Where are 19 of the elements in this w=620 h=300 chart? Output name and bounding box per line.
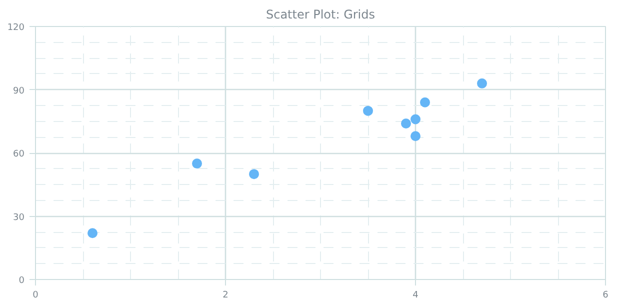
x-tick-label: 6 (602, 290, 609, 300)
x-tick-label: 0 (32, 290, 39, 300)
point (410, 131, 420, 142)
point (363, 106, 373, 116)
x-tick-label: 2 (222, 290, 228, 300)
point (401, 118, 411, 128)
point (410, 114, 420, 124)
chart-title: Scatter Plot: Grids (266, 8, 376, 22)
point (249, 169, 259, 180)
point (420, 97, 430, 108)
y-tick-label: 0 (18, 276, 25, 286)
point (477, 78, 487, 88)
x-tick-label: 4 (412, 290, 419, 300)
point (192, 158, 202, 169)
y-tick-label: 120 (7, 23, 25, 33)
point (88, 228, 98, 238)
y-tick-label: 30 (13, 212, 25, 223)
y-tick-label: 60 (13, 150, 25, 160)
y-tick-label: 90 (13, 86, 25, 96)
